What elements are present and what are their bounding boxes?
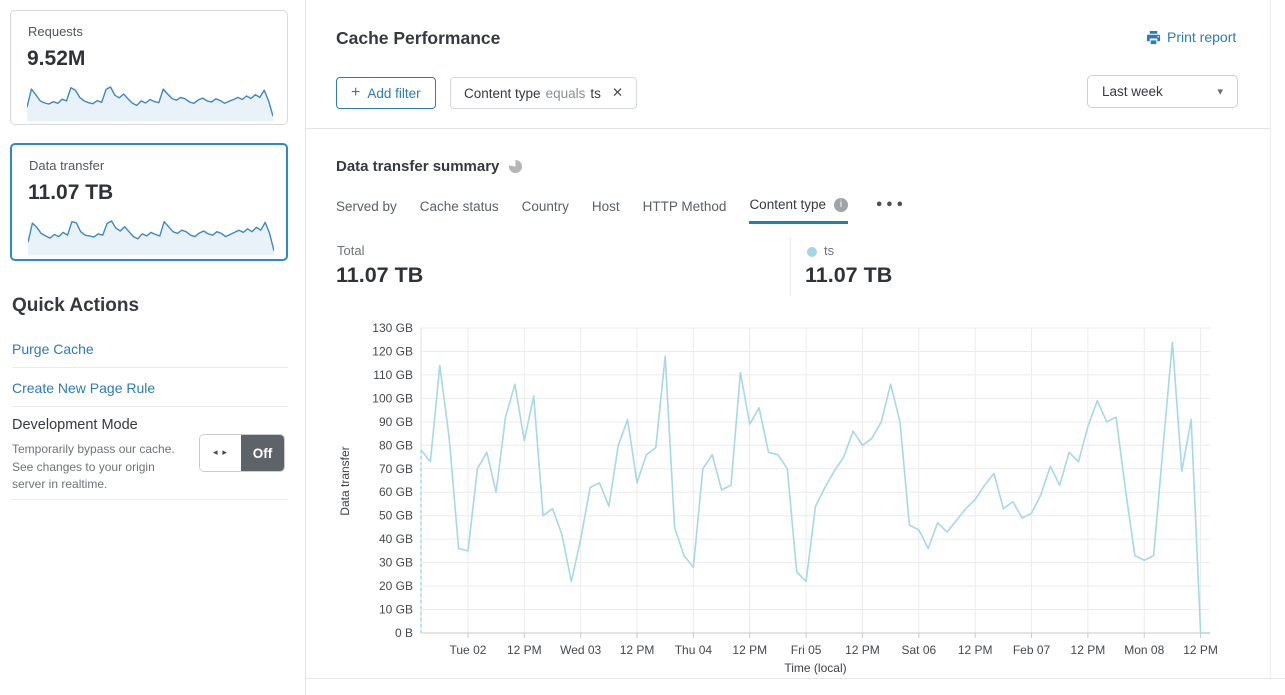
tab-country[interactable]: Country <box>521 198 569 214</box>
pie-chart-icon <box>509 159 523 174</box>
tab-host[interactable]: Host <box>591 198 620 214</box>
print-report-label: Print report <box>1167 29 1237 45</box>
svg-text:12 PM: 12 PM <box>958 643 993 657</box>
remove-filter-icon[interactable]: ✕ <box>611 85 624 101</box>
svg-text:12 PM: 12 PM <box>620 643 655 657</box>
svg-text:12 PM: 12 PM <box>1071 643 1106 657</box>
divider <box>790 238 791 296</box>
svg-text:110 GB: 110 GB <box>373 368 413 382</box>
info-icon[interactable]: i <box>834 197 848 212</box>
svg-text:Time (local): Time (local) <box>784 661 846 675</box>
page-title: Cache Performance <box>336 28 501 48</box>
time-range-dropdown[interactable]: Last week ▾ <box>1087 75 1238 108</box>
data-transfer-card-label: Data transfer <box>29 158 105 173</box>
toggle-state-label: Off <box>241 435 284 471</box>
requests-metric-card[interactable]: Requests 9.52M <box>10 10 288 125</box>
toggle-arrows-icon[interactable]: ◂ ▸ <box>200 435 241 471</box>
filter-value: ts <box>590 85 601 101</box>
total-value: 11.07 TB <box>336 263 424 287</box>
add-filter-button[interactable]: + Add filter <box>336 77 436 109</box>
svg-text:Tue 02: Tue 02 <box>450 643 487 657</box>
svg-text:12 PM: 12 PM <box>507 643 542 657</box>
add-filter-label: Add filter <box>367 85 421 101</box>
tab-cache-status[interactable]: Cache status <box>419 198 499 214</box>
svg-text:Sat 06: Sat 06 <box>901 643 936 657</box>
filter-field: Content type <box>464 85 541 101</box>
svg-text:120 GB: 120 GB <box>372 344 413 358</box>
svg-text:Mon 08: Mon 08 <box>1124 643 1164 657</box>
svg-text:Data transfer: Data transfer <box>338 446 352 515</box>
divider <box>306 678 1285 679</box>
data-transfer-metric-card[interactable]: Data transfer 11.07 TB <box>10 143 288 261</box>
filter-chip-content-type: Content type equals ts ✕ <box>450 77 638 109</box>
summary-heading: Data transfer summary <box>336 158 500 175</box>
series-legend-value: 11.07 TB <box>805 263 893 287</box>
svg-text:12 PM: 12 PM <box>845 643 880 657</box>
divider <box>12 499 288 500</box>
data-transfer-sparkline-chart <box>28 220 274 255</box>
svg-text:0 B: 0 B <box>395 626 413 640</box>
svg-text:90 GB: 90 GB <box>379 415 413 429</box>
summary-tabs: Served by Cache status Country Host HTTP Met… <box>336 197 848 224</box>
svg-text:30 GB: 30 GB <box>379 556 413 570</box>
svg-text:40 GB: 40 GB <box>379 532 413 546</box>
requests-sparkline-chart <box>27 86 273 121</box>
time-range-value: Last week <box>1102 84 1163 99</box>
divider <box>12 406 288 407</box>
printer-icon <box>1146 30 1161 44</box>
svg-text:70 GB: 70 GB <box>379 462 413 476</box>
more-dimensions-button[interactable]: ••• <box>875 198 906 213</box>
requests-card-value: 9.52M <box>27 47 86 70</box>
svg-text:20 GB: 20 GB <box>379 579 413 593</box>
svg-text:60 GB: 60 GB <box>379 485 413 499</box>
create-page-rule-link[interactable]: Create New Page Rule <box>12 380 156 396</box>
requests-card-label: Requests <box>28 24 83 39</box>
development-mode-heading: Development Mode <box>12 417 138 433</box>
data-transfer-time-series-chart: 0 B 10 GB 20 GB 30 GB 40 GB 50 GB 60 GB 70 GB 80… <box>338 321 1218 675</box>
svg-text:50 GB: 50 GB <box>379 509 413 523</box>
svg-text:10 GB: 10 GB <box>379 603 413 617</box>
svg-text:80 GB: 80 GB <box>379 438 413 452</box>
plus-icon: + <box>351 83 361 101</box>
svg-text:Fri 05: Fri 05 <box>791 643 822 657</box>
tab-served-by[interactable]: Served by <box>336 198 397 214</box>
print-report-link[interactable]: Print report <box>1146 29 1236 45</box>
purge-cache-link[interactable]: Purge Cache <box>12 341 94 357</box>
svg-text:12 PM: 12 PM <box>1183 643 1218 657</box>
filter-operator: equals <box>545 85 586 101</box>
development-mode-toggle[interactable]: ◂ ▸ Off <box>199 434 285 472</box>
quick-actions-heading: Quick Actions <box>12 295 140 316</box>
total-label: Total <box>337 243 365 258</box>
svg-text:Feb 07: Feb 07 <box>1013 643 1051 657</box>
svg-text:12 PM: 12 PM <box>732 643 767 657</box>
tab-content-type[interactable]: Content type i <box>749 197 848 224</box>
svg-text:100 GB: 100 GB <box>372 391 413 405</box>
series-legend-dot <box>807 247 817 257</box>
sidebar-divider <box>305 0 306 695</box>
data-transfer-card-value: 11.07 TB <box>28 181 114 204</box>
svg-text:130 GB: 130 GB <box>372 321 413 335</box>
svg-text:Wed 03: Wed 03 <box>560 643 601 657</box>
divider <box>306 128 1270 129</box>
chevron-down-icon: ▾ <box>1217 85 1223 98</box>
svg-text:Thu 04: Thu 04 <box>675 643 713 657</box>
series-legend-name[interactable]: ts <box>824 243 835 258</box>
panel-right-border <box>1270 0 1271 678</box>
tab-http-method[interactable]: HTTP Method <box>642 198 727 214</box>
divider <box>12 367 288 368</box>
development-mode-description: Temporarily bypass our cache. See change… <box>12 442 175 491</box>
